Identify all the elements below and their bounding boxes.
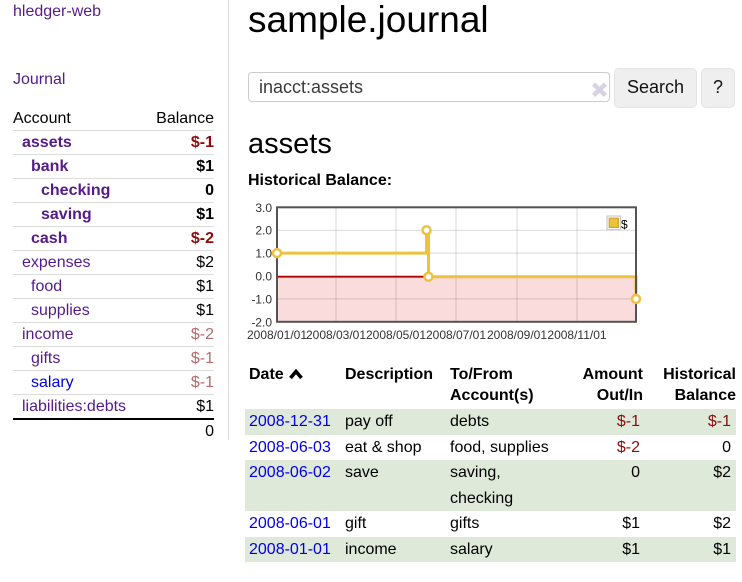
svg-text:2008/05/01: 2008/05/01: [366, 328, 426, 342]
svg-text:0.0: 0.0: [255, 270, 272, 284]
svg-text:1.0: 1.0: [255, 247, 272, 261]
svg-text:3.0: 3.0: [255, 201, 272, 215]
svg-text:2008/11/01: 2008/11/01: [547, 328, 606, 342]
svg-text:$: $: [621, 218, 628, 232]
svg-text:2.0: 2.0: [255, 224, 272, 238]
svg-text:2008/01/01: 2008/01/01: [247, 328, 307, 342]
svg-text:-1.0: -1.0: [251, 292, 272, 306]
svg-text:2008/03/01: 2008/03/01: [306, 328, 366, 342]
svg-text:-2.0: -2.0: [251, 315, 272, 329]
svg-text:2008/09/01: 2008/09/01: [487, 328, 547, 342]
svg-text:2008/07/01: 2008/07/01: [426, 328, 486, 342]
